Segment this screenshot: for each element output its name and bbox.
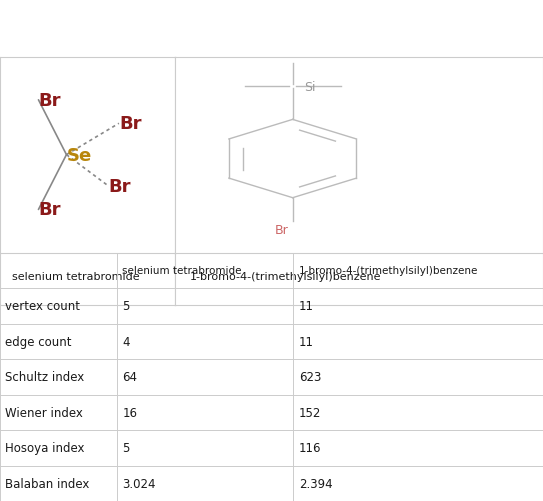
Text: Se: Se [66, 146, 92, 164]
Text: Br: Br [275, 223, 288, 236]
Text: 16: 16 [122, 406, 137, 419]
Text: Br: Br [119, 115, 141, 133]
Text: vertex count: vertex count [5, 300, 80, 313]
Text: Balaban index: Balaban index [5, 477, 90, 490]
Text: selenium tetrabromide: selenium tetrabromide [122, 266, 242, 276]
Text: selenium tetrabromide: selenium tetrabromide [12, 272, 140, 282]
Text: 116: 116 [299, 441, 321, 454]
Text: Wiener index: Wiener index [5, 406, 83, 419]
Text: Schultz index: Schultz index [5, 371, 85, 383]
Text: 11: 11 [299, 300, 314, 313]
Text: 623: 623 [299, 371, 321, 383]
Text: 2.394: 2.394 [299, 477, 332, 490]
Text: 4: 4 [122, 335, 130, 348]
Text: 152: 152 [299, 406, 321, 419]
Text: Br: Br [39, 201, 61, 219]
Text: 1-bromo-4-(trimethylsilyl)benzene: 1-bromo-4-(trimethylsilyl)benzene [190, 272, 381, 282]
Text: Br: Br [39, 92, 61, 110]
Text: 64: 64 [122, 371, 137, 383]
Text: edge count: edge count [5, 335, 72, 348]
Text: 5: 5 [122, 300, 130, 313]
Text: 3.024: 3.024 [122, 477, 156, 490]
Text: 1-bromo-4-(trimethylsilyl)benzene: 1-bromo-4-(trimethylsilyl)benzene [299, 266, 478, 276]
Text: Si: Si [304, 81, 315, 93]
Text: Hosoya index: Hosoya index [5, 441, 85, 454]
Text: 5: 5 [122, 441, 130, 454]
Text: 11: 11 [299, 335, 314, 348]
Text: Br: Br [109, 177, 131, 195]
